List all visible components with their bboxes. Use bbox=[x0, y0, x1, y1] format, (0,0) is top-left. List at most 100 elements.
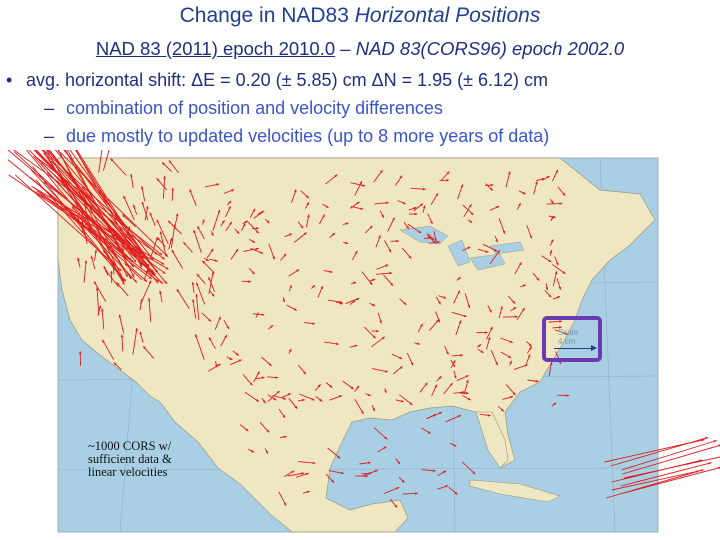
vector-arrowhead bbox=[454, 375, 457, 379]
vector-arrowhead bbox=[139, 264, 142, 268]
vector-arrowhead bbox=[452, 364, 455, 367]
vector-arrowhead bbox=[495, 239, 498, 243]
vector-arrowhead bbox=[361, 411, 364, 415]
vector-arrowhead bbox=[365, 474, 369, 478]
vector-arrowhead bbox=[467, 305, 471, 308]
velocity-vector bbox=[363, 326, 376, 339]
vector-arrowhead bbox=[252, 208, 255, 212]
velocity-vector bbox=[57, 150, 125, 282]
vector-arrowhead bbox=[406, 226, 409, 230]
vector-arrowhead bbox=[161, 256, 165, 260]
vector-arrowhead bbox=[98, 305, 102, 309]
vector-arrowhead bbox=[131, 274, 135, 278]
vector-arrowhead bbox=[238, 359, 242, 362]
vector-arrowhead bbox=[121, 279, 124, 283]
velocity-vector bbox=[299, 393, 315, 401]
vector-arrowhead bbox=[312, 285, 315, 288]
vector-arrowhead bbox=[211, 271, 215, 275]
velocity-vector bbox=[505, 171, 511, 188]
vector-arrowhead bbox=[144, 278, 147, 282]
vector-arrowhead bbox=[103, 250, 106, 254]
vector-arrowhead bbox=[548, 259, 552, 262]
vector-arrowhead bbox=[149, 212, 153, 216]
vector-arrowhead bbox=[226, 326, 229, 329]
velocity-vector bbox=[121, 334, 124, 352]
velocity-vector bbox=[98, 150, 103, 173]
subtitle: NAD 83 (2011) epoch 2010.0 – NAD 83(CORS… bbox=[0, 38, 720, 60]
vector-arrowhead bbox=[445, 485, 449, 488]
vector-arrowhead bbox=[242, 223, 246, 227]
vector-arrowhead bbox=[470, 212, 474, 215]
vector-arrowhead bbox=[147, 297, 151, 301]
vector-arrowhead bbox=[484, 331, 488, 334]
velocity-map bbox=[7, 150, 720, 533]
vector-arrowhead bbox=[171, 187, 175, 191]
vector-arrowhead bbox=[381, 336, 385, 340]
vector-arrowhead bbox=[457, 277, 461, 280]
vector-arrowhead bbox=[566, 394, 570, 397]
vector-arrowhead bbox=[127, 226, 131, 230]
vector-arrowhead bbox=[252, 240, 255, 243]
vector-arrowhead bbox=[414, 212, 418, 216]
vector-arrowhead bbox=[522, 284, 526, 287]
vector-arrowhead bbox=[103, 266, 107, 270]
vector-arrowhead bbox=[228, 206, 231, 210]
vector-arrowhead bbox=[443, 470, 446, 474]
velocity-vector bbox=[141, 201, 149, 221]
vector-arrowhead bbox=[535, 379, 539, 383]
vector-arrowhead bbox=[446, 171, 450, 175]
vector-arrowhead bbox=[272, 256, 275, 260]
vector-arrowhead bbox=[231, 189, 235, 192]
vector-arrowhead bbox=[467, 246, 471, 250]
vector-arrowhead bbox=[396, 487, 400, 490]
vector-arrowhead bbox=[76, 214, 80, 218]
vector-arrowhead bbox=[549, 361, 553, 365]
velocity-vector bbox=[142, 346, 155, 359]
vector-arrowhead bbox=[168, 160, 172, 164]
vector-arrowhead bbox=[434, 384, 437, 388]
vector-arrowhead bbox=[268, 363, 272, 366]
vector-arrowhead bbox=[432, 469, 436, 472]
vector-arrowhead bbox=[293, 308, 297, 311]
vector-arrowhead bbox=[77, 257, 80, 261]
vector-arrowhead bbox=[148, 276, 152, 279]
vector-arrowhead bbox=[453, 443, 457, 447]
vector-arrowhead bbox=[101, 308, 104, 312]
vector-arrowhead bbox=[266, 429, 270, 433]
vector-arrowhead bbox=[282, 299, 285, 303]
vector-arrowhead bbox=[305, 472, 309, 476]
vector-arrowhead bbox=[249, 382, 253, 386]
vector-arrowhead bbox=[501, 408, 504, 412]
vector-arrowhead bbox=[383, 446, 387, 450]
vector-arrowhead bbox=[413, 207, 417, 210]
vector-arrowhead bbox=[452, 360, 456, 364]
vector-arrowhead bbox=[509, 340, 513, 343]
vector-arrowhead bbox=[217, 363, 221, 367]
vector-arrowhead bbox=[409, 402, 413, 405]
vector-arrowhead bbox=[118, 268, 122, 271]
vector-arrowhead bbox=[84, 260, 88, 264]
velocity-vector bbox=[461, 461, 476, 475]
vector-arrowhead bbox=[562, 271, 566, 274]
vector-arrowhead bbox=[176, 289, 180, 293]
vector-arrowhead bbox=[345, 241, 349, 245]
vector-arrowhead bbox=[500, 306, 503, 310]
vector-arrowhead bbox=[433, 414, 437, 417]
velocity-vector bbox=[30, 176, 148, 283]
vector-arrowhead bbox=[372, 278, 376, 282]
vector-arrowhead bbox=[334, 174, 338, 178]
vector-arrowhead bbox=[559, 320, 563, 323]
vector-arrowhead bbox=[435, 193, 438, 197]
vector-arrowhead bbox=[467, 397, 471, 401]
velocity-vector bbox=[63, 150, 159, 274]
velocity-vector bbox=[30, 169, 138, 283]
vector-arrowhead bbox=[104, 269, 108, 272]
vector-arrowhead bbox=[208, 277, 211, 280]
vector-arrowhead bbox=[283, 397, 287, 400]
vector-arrowhead bbox=[354, 250, 358, 254]
vector-arrowhead bbox=[559, 326, 562, 329]
velocity-vector bbox=[383, 486, 400, 494]
velocity-vector bbox=[76, 214, 88, 241]
vector-arrowhead bbox=[164, 281, 167, 284]
vector-arrowhead bbox=[302, 398, 305, 402]
